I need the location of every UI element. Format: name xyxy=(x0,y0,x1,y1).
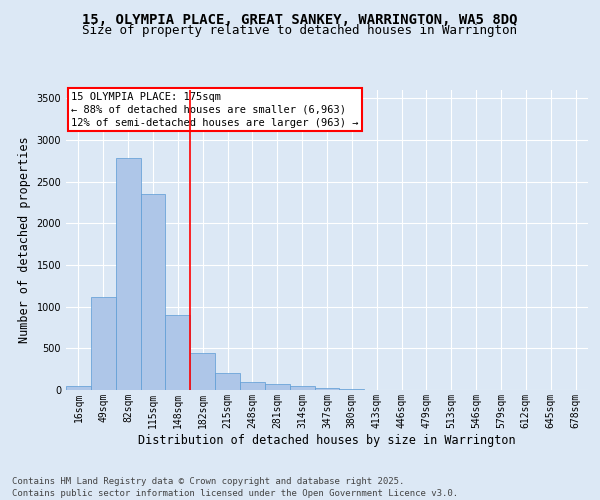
Text: 15, OLYMPIA PLACE, GREAT SANKEY, WARRINGTON, WA5 8DQ: 15, OLYMPIA PLACE, GREAT SANKEY, WARRING… xyxy=(82,12,518,26)
Bar xyxy=(116,158,140,390)
Text: Contains HM Land Registry data © Crown copyright and database right 2025.: Contains HM Land Registry data © Crown c… xyxy=(12,478,404,486)
Bar xyxy=(190,354,215,390)
Text: Contains public sector information licensed under the Open Government Licence v3: Contains public sector information licen… xyxy=(12,489,458,498)
Bar xyxy=(314,388,340,390)
X-axis label: Distribution of detached houses by size in Warrington: Distribution of detached houses by size … xyxy=(138,434,516,446)
Bar xyxy=(91,296,116,390)
Bar xyxy=(340,389,364,390)
Text: Size of property relative to detached houses in Warrington: Size of property relative to detached ho… xyxy=(83,24,517,37)
Bar xyxy=(166,315,190,390)
Bar xyxy=(240,382,265,390)
Bar xyxy=(140,194,166,390)
Bar xyxy=(215,374,240,390)
Bar xyxy=(290,386,314,390)
Bar xyxy=(265,384,290,390)
Bar xyxy=(66,386,91,390)
Y-axis label: Number of detached properties: Number of detached properties xyxy=(18,136,31,344)
Text: 15 OLYMPIA PLACE: 175sqm
← 88% of detached houses are smaller (6,963)
12% of sem: 15 OLYMPIA PLACE: 175sqm ← 88% of detach… xyxy=(71,92,359,128)
